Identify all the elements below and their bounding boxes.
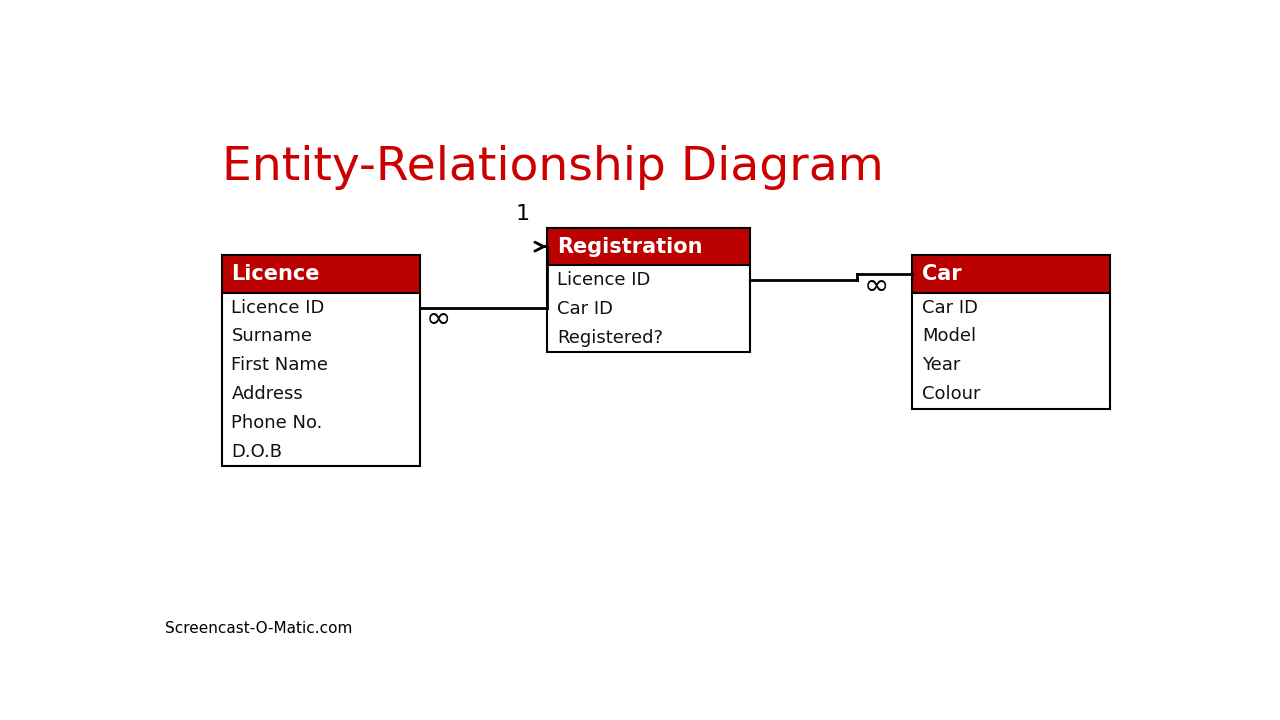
Text: Surname: Surname <box>232 328 312 346</box>
Text: Phone No.: Phone No. <box>232 414 323 432</box>
Text: 1: 1 <box>515 204 529 225</box>
Text: Car ID: Car ID <box>557 300 613 318</box>
Text: D.O.B: D.O.B <box>232 443 283 461</box>
Text: Colour: Colour <box>922 385 980 403</box>
Text: Model: Model <box>922 328 975 346</box>
Bar <box>547 228 750 266</box>
Text: Licence: Licence <box>232 264 320 284</box>
Text: Screencast-O-Matic.com: Screencast-O-Matic.com <box>165 621 352 636</box>
Bar <box>221 293 420 466</box>
Text: Year: Year <box>922 356 960 374</box>
Text: Registered?: Registered? <box>557 328 663 346</box>
Text: Car ID: Car ID <box>922 299 978 317</box>
Text: First Name: First Name <box>232 356 329 374</box>
Bar <box>911 256 1110 293</box>
Text: Entity-Relationship Diagram: Entity-Relationship Diagram <box>221 145 883 189</box>
Text: Car: Car <box>922 264 961 284</box>
Bar <box>221 256 420 293</box>
Bar <box>911 293 1110 408</box>
Text: Address: Address <box>232 385 303 403</box>
Bar <box>547 266 750 352</box>
Text: Licence ID: Licence ID <box>232 299 325 317</box>
Text: ∞: ∞ <box>863 272 888 301</box>
Text: ∞: ∞ <box>426 305 452 334</box>
Text: Registration: Registration <box>557 237 703 256</box>
Text: Licence ID: Licence ID <box>557 271 650 289</box>
